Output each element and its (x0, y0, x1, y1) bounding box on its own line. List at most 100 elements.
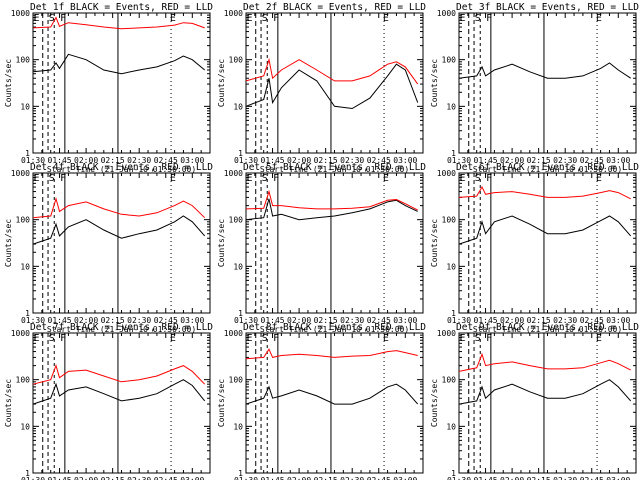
y-tick-label: 1 (238, 149, 243, 158)
x-tick-label: 01:30 (447, 476, 471, 480)
annotation-label: E (383, 13, 389, 24)
x-tick-label: 01:45 (48, 316, 72, 325)
x-tick-label: 02:30 (127, 316, 151, 325)
events-series-line (32, 53, 206, 75)
x-tick-label: 02:15 (101, 316, 125, 325)
x-tick-label: 02:00 (287, 476, 311, 480)
panel-det-3: Det 3f BLACK = Events, RED = LLD 1 10 100 10… (430, 2, 639, 174)
y-tick-label: 1 (451, 149, 456, 158)
x-tick-label: 02:45 (580, 476, 604, 480)
annotation-label: E (34, 333, 40, 344)
lld-series-line (245, 189, 418, 211)
x-tick-label: 02:00 (74, 476, 98, 480)
y-tick-label: 1 (451, 309, 456, 318)
x-tick-label: 03:00 (393, 156, 417, 165)
y-axis-label: Counts/sec (217, 219, 226, 267)
x-tick-label: 01:30 (447, 316, 471, 325)
x-tick-label: 02:15 (314, 156, 338, 165)
annotation-label: F (60, 333, 66, 344)
y-tick-label: 10 (20, 102, 30, 111)
x-tick-label: 03:00 (393, 476, 417, 480)
x-tick-label: 01:30 (234, 156, 258, 165)
x-tick-label: 01:45 (261, 316, 285, 325)
lld-series-line (32, 364, 206, 385)
x-tick-label: 02:30 (127, 156, 151, 165)
x-axis-label: Start Time (21-Jan-10 01:30:00) (260, 165, 409, 174)
x-tick-label: 03:00 (180, 156, 204, 165)
y-axis-label: Counts/sec (217, 379, 226, 427)
x-tick-label: 02:45 (580, 316, 604, 325)
x-axis-label: Start Time (21-Jan-10 01:30:00) (47, 165, 196, 174)
x-tick-label: 02:15 (314, 476, 338, 480)
events-series-line (32, 215, 206, 245)
x-tick-label: 01:30 (234, 316, 258, 325)
annotation-label: E (247, 173, 253, 184)
annotation-label: E (383, 333, 389, 344)
panel-title: Det 2f BLACK = Events, RED = LLD (243, 2, 426, 13)
y-tick-label: 1000 (437, 169, 456, 178)
annotation-label: S (49, 173, 55, 184)
events-series-line (32, 379, 206, 405)
y-tick-label: 100 (442, 376, 457, 385)
x-tick-label: 02:30 (340, 156, 364, 165)
x-tick-label: 02:45 (367, 156, 391, 165)
annotation-label: S (475, 13, 481, 24)
annotation-label: E (596, 173, 602, 184)
x-tick-label: 02:45 (154, 476, 178, 480)
annotation-label: F (60, 173, 66, 184)
y-tick-label: 100 (16, 56, 31, 65)
y-tick-label: 10 (20, 422, 30, 431)
x-tick-label: 02:00 (500, 476, 524, 480)
x-tick-label: 03:00 (180, 316, 204, 325)
panel-det-1: Det 1f BLACK = Events, RED = LLD 1 10 100 10… (4, 2, 213, 174)
y-axis-label: Counts/sec (4, 379, 13, 427)
y-tick-label: 10 (446, 422, 456, 431)
x-tick-label: 03:00 (393, 316, 417, 325)
panel-title: Det 3f BLACK = Events, RED = LLD (456, 2, 639, 13)
panel-det-7: Det 7f BLACK = Events, RED = LLD 1 10 100 10… (4, 322, 213, 480)
y-axis-label: Counts/sec (430, 59, 439, 107)
annotation-label: E (460, 13, 466, 24)
lld-series-line (245, 348, 418, 360)
x-tick-label: 01:30 (21, 476, 45, 480)
annotation-label: S (262, 333, 268, 344)
x-tick-label: 02:15 (314, 316, 338, 325)
x-tick-label: 02:45 (367, 316, 391, 325)
y-tick-label: 10 (446, 262, 456, 271)
panel-title: Det 9f BLACK = Events, RED = LLD (456, 322, 639, 333)
events-series-line (458, 62, 631, 79)
panel-title: Det 8f BLACK = Events, RED = LLD (243, 322, 426, 333)
y-tick-label: 1000 (11, 169, 30, 178)
y-tick-label: 100 (229, 56, 244, 65)
lld-series-line (32, 197, 206, 219)
annotation-label: S (475, 173, 481, 184)
x-tick-label: 02:15 (527, 476, 551, 480)
x-tick-label: 02:30 (340, 476, 364, 480)
annotation-label: S (49, 333, 55, 344)
x-tick-label: 02:15 (101, 156, 125, 165)
y-axis-label: Counts/sec (4, 219, 13, 267)
y-tick-label: 1000 (224, 329, 243, 338)
lld-series-line (458, 185, 631, 200)
y-tick-label: 1 (25, 309, 30, 318)
panel-det-8: Det 8f BLACK = Events, RED = LLD 1 10 100 10… (217, 322, 426, 480)
x-tick-label: 01:30 (447, 156, 471, 165)
y-tick-label: 10 (233, 422, 243, 431)
x-tick-label: 02:15 (101, 476, 125, 480)
annotation-label: E (460, 333, 466, 344)
y-axis-label: Counts/sec (430, 219, 439, 267)
panel-title: Det 5f BLACK = Events, RED = LLD (243, 162, 426, 173)
y-tick-label: 1000 (437, 329, 456, 338)
y-tick-label: 1 (25, 149, 30, 158)
panel-det-5: Det 5f BLACK = Events, RED = LLD 1 10 100 10… (217, 162, 426, 334)
annotation-label: E (383, 173, 389, 184)
y-tick-label: 100 (16, 376, 31, 385)
lld-series-line (458, 352, 631, 372)
annotation-label: F (273, 173, 279, 184)
y-tick-label: 10 (20, 262, 30, 271)
x-tick-label: 02:45 (154, 156, 178, 165)
x-tick-label: 01:30 (21, 316, 45, 325)
annotation-label: E (170, 13, 176, 24)
annotation-label: F (273, 333, 279, 344)
